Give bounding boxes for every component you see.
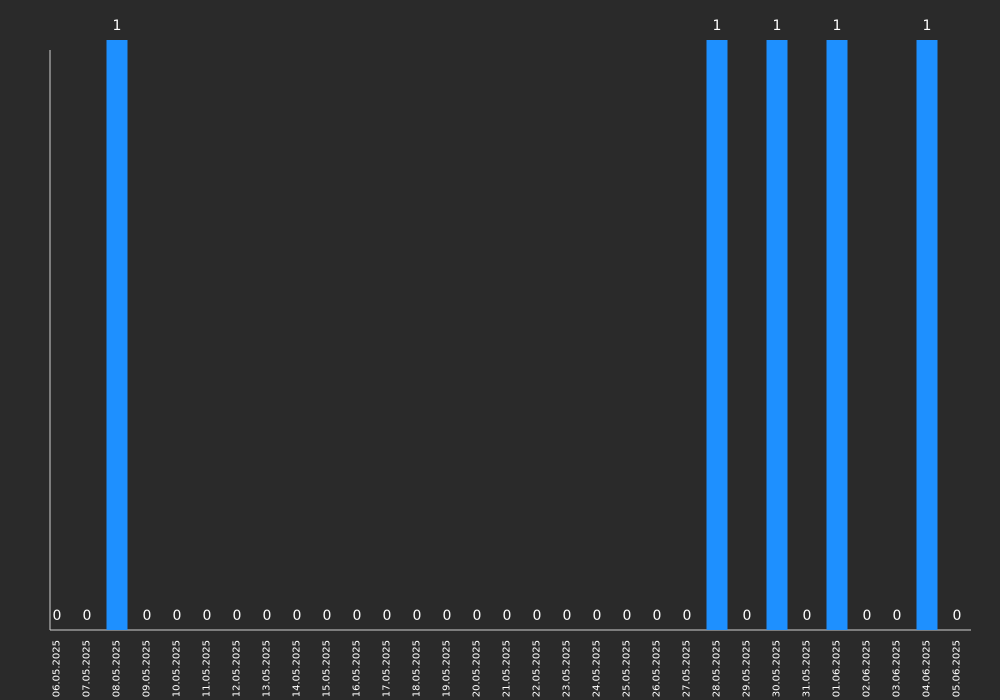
bar-value-label: 0 [953, 608, 962, 624]
x-tick-label: 19.05.2025 [442, 640, 453, 697]
bar-value-label: 0 [533, 608, 542, 624]
bar-value-label: 0 [53, 608, 62, 624]
x-tick-label: 15.05.2025 [322, 640, 333, 697]
bar-value-label: 0 [803, 608, 812, 624]
bar-value-label: 1 [923, 18, 932, 34]
bar-value-label: 0 [623, 608, 632, 624]
bar [106, 40, 128, 630]
x-tick-label: 25.05.2025 [622, 640, 633, 697]
bar [916, 40, 938, 630]
bar-value-label: 0 [263, 608, 272, 624]
bar-value-label: 0 [503, 608, 512, 624]
bar-value-label: 0 [863, 608, 872, 624]
x-tick-label: 27.05.2025 [682, 640, 693, 697]
x-tick-label: 09.05.2025 [142, 640, 153, 697]
x-tick-label: 03.06.2025 [892, 640, 903, 697]
bar [826, 40, 848, 630]
bar-value-label: 0 [353, 608, 362, 624]
x-tick-label: 24.05.2025 [592, 640, 603, 697]
x-tick-label: 16.05.2025 [352, 640, 363, 697]
x-tick-label: 12.05.2025 [232, 640, 243, 697]
bar-value-label: 0 [203, 608, 212, 624]
bar-value-label: 0 [563, 608, 572, 624]
x-tick-label: 18.05.2025 [412, 640, 423, 697]
x-tick-label: 05.06.2025 [952, 640, 963, 697]
x-tick-label: 07.05.2025 [82, 640, 93, 697]
x-tick-label: 10.05.2025 [172, 640, 183, 697]
x-tick-label: 17.05.2025 [382, 640, 393, 697]
bar-value-label: 0 [653, 608, 662, 624]
bar-value-label: 0 [83, 608, 92, 624]
bar-value-label: 0 [293, 608, 302, 624]
bar-value-label: 0 [443, 608, 452, 624]
bar-value-label: 0 [233, 608, 242, 624]
x-tick-label: 21.05.2025 [502, 640, 513, 697]
bar-value-label: 0 [173, 608, 182, 624]
x-tick-label: 20.05.2025 [472, 640, 483, 697]
bar-value-label: 0 [593, 608, 602, 624]
bar-value-label: 0 [413, 608, 422, 624]
bar-value-label: 1 [113, 18, 122, 34]
bar-value-label: 0 [893, 608, 902, 624]
x-tick-label: 14.05.2025 [292, 640, 303, 697]
bar [766, 40, 788, 630]
x-tick-label: 13.05.2025 [262, 640, 273, 697]
x-tick-label: 06.05.2025 [52, 640, 63, 697]
x-tick-label: 08.05.2025 [112, 640, 123, 697]
x-tick-label: 22.05.2025 [532, 640, 543, 697]
bar-value-label: 1 [833, 18, 842, 34]
bar-value-label: 0 [473, 608, 482, 624]
x-tick-label: 31.05.2025 [802, 640, 813, 697]
x-tick-labels-group: 06.05.2025 07.05.2025 08.05.2025 09.05.2025… [52, 640, 963, 697]
bar-value-label: 0 [383, 608, 392, 624]
bar-value-label: 1 [713, 18, 722, 34]
bar-value-label: 0 [683, 608, 692, 624]
x-tick-label: 29.05.2025 [742, 640, 753, 697]
x-tick-label: 30.05.2025 [772, 640, 783, 697]
bar [706, 40, 728, 630]
bar-value-label: 0 [743, 608, 752, 624]
bar-value-label: 1 [773, 18, 782, 34]
x-tick-label: 26.05.2025 [652, 640, 663, 697]
bar-value-label: 0 [143, 608, 152, 624]
x-tick-label: 23.05.2025 [562, 640, 573, 697]
x-tick-label: 04.06.2025 [922, 640, 933, 697]
bars-group [106, 40, 938, 630]
bar-value-label: 0 [323, 608, 332, 624]
x-tick-label: 02.06.2025 [862, 640, 873, 697]
x-tick-label: 11.05.2025 [202, 640, 213, 697]
value-labels-group: 0 0 1 0 0 0 0 0 0 0 0 0 0 0 0 0 0 0 0 0 0 0 1 0 1 0 1 0 0 1 0 [53, 18, 962, 624]
x-tick-label: 01.06.2025 [832, 640, 843, 697]
x-tick-label: 28.05.2025 [712, 640, 723, 697]
